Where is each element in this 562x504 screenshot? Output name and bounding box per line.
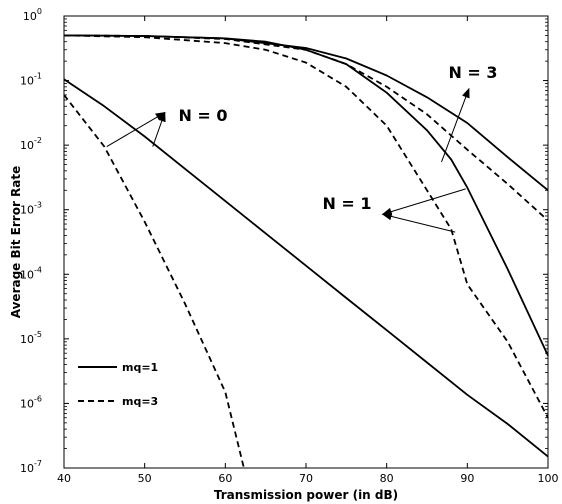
annotations: N = 0 N = 1 N = 3 bbox=[106, 63, 498, 233]
x-tick-label: 60 bbox=[218, 472, 232, 485]
series-line-n3-dashed bbox=[63, 34, 549, 222]
x-tick-label: 40 bbox=[57, 472, 71, 485]
x-tick-label: 80 bbox=[380, 472, 394, 485]
y-tick-label: 100 bbox=[23, 7, 42, 23]
legend-label-solid: mq=1 bbox=[122, 361, 158, 374]
curves bbox=[63, 34, 549, 469]
annotation-arrow bbox=[106, 112, 166, 148]
annotation-arrow bbox=[441, 87, 470, 163]
annotation-arrow bbox=[152, 111, 166, 147]
y-tick-label: 10-5 bbox=[20, 330, 42, 346]
y-tick-label: 10-4 bbox=[20, 265, 42, 281]
series-line-n0-solid bbox=[63, 78, 549, 458]
legend-label-dashed: mq=3 bbox=[122, 395, 158, 408]
y-tick-label: 10-3 bbox=[20, 201, 42, 217]
x-tick-label: 50 bbox=[138, 472, 152, 485]
x-tick-label: 100 bbox=[538, 472, 559, 485]
y-axis: 100 10-1 10-2 10-3 10-4 10-5 10-6 10-7 bbox=[20, 7, 548, 475]
y-tick-label: 10-6 bbox=[20, 394, 42, 410]
y-tick-label: 10-1 bbox=[20, 72, 42, 88]
x-tick-label: 70 bbox=[299, 472, 313, 485]
y-tick-label: 10-2 bbox=[20, 136, 42, 152]
annotation-label: N = 0 bbox=[178, 106, 227, 125]
annotation-arrow bbox=[381, 212, 456, 233]
annotation-label: N = 3 bbox=[448, 63, 497, 82]
x-axis: 40 50 60 70 80 90 100 bbox=[57, 16, 559, 485]
annotation-label: N = 1 bbox=[322, 194, 371, 213]
annotation-arrow bbox=[381, 188, 466, 216]
series-line-n0-dashed bbox=[63, 94, 245, 469]
legend: mq=1 mq=3 bbox=[78, 361, 158, 408]
x-axis-label: Transmission power (in dB) bbox=[214, 488, 398, 502]
y-tick-label: 10-7 bbox=[20, 459, 42, 475]
x-tick-label: 90 bbox=[460, 472, 474, 485]
y-axis-label: Average Bit Error Rate bbox=[9, 166, 23, 319]
